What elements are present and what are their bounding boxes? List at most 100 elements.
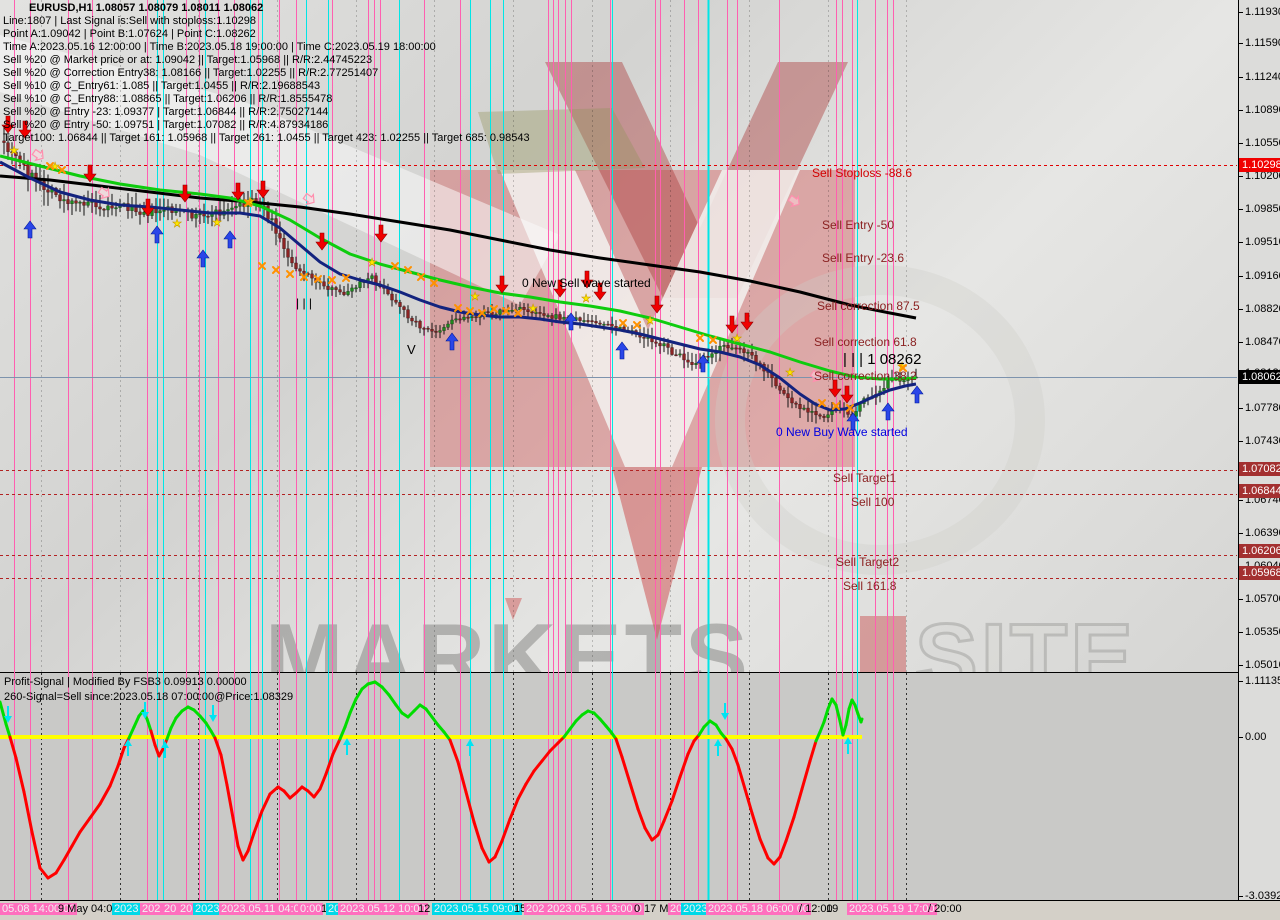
level-label: Sell 100 bbox=[851, 495, 895, 509]
price-axis-label: 1.09850 bbox=[1245, 203, 1280, 215]
chart-info-line: Sell %10 @ C_Entry88: 1.08865 || Target:… bbox=[3, 93, 333, 105]
axis-tick-mark bbox=[1239, 408, 1243, 409]
price-badge-darkred: 1.05968 bbox=[1239, 566, 1280, 580]
chart-annotation: V bbox=[407, 342, 416, 357]
time-axis-label: 20 bbox=[668, 903, 685, 915]
level-label: Sell correction 38.2 bbox=[814, 369, 917, 383]
time-axis-label: 2023.05.11 04:00 bbox=[219, 903, 308, 915]
time-axis-label: 1 bbox=[321, 903, 328, 915]
time-axis-label: 2023.05.15 09:00 bbox=[432, 903, 522, 915]
level-label: Sell Entry -23.6 bbox=[822, 251, 905, 265]
chart-info-line: Sell %20 @ Correction Entry38: 1.08166 |… bbox=[3, 67, 379, 79]
axis-tick-mark bbox=[1239, 665, 1243, 666]
level-label: Sell Target1 bbox=[833, 471, 897, 485]
level-label: Sell Stoploss -88.6 bbox=[812, 166, 913, 180]
price-axis[interactable]: 1.11930 1.11590 1.11240 1.10890 1.10550 1.102… bbox=[1238, 0, 1280, 902]
axis-tick-mark bbox=[1239, 209, 1243, 210]
price-axis-label: 1.09160 bbox=[1245, 270, 1280, 282]
axis-tick-mark bbox=[1239, 12, 1243, 13]
chart-annotation: | | | 1 08262 bbox=[843, 351, 922, 368]
price-badge-darkred: 1.06206 bbox=[1239, 544, 1280, 558]
chart-info-line: Sell %20 @ Market price or at: 1.09042 |… bbox=[3, 54, 373, 66]
axis-tick-mark bbox=[1239, 599, 1243, 600]
price-axis-label: 1.05010 bbox=[1245, 659, 1280, 671]
axis-tick-mark bbox=[1239, 309, 1243, 310]
axis-tick-mark bbox=[1239, 896, 1243, 897]
axis-tick-mark bbox=[1239, 533, 1243, 534]
time-axis-label: 20 bbox=[178, 903, 195, 915]
price-axis-label: 1.10890 bbox=[1245, 104, 1280, 116]
time-axis-label: 2023 bbox=[681, 903, 710, 915]
time-axis-label: / 20:00 bbox=[928, 903, 962, 915]
axis-tick-mark bbox=[1239, 737, 1243, 738]
price-axis-label: 1.10200 bbox=[1245, 170, 1280, 182]
watermark-text-primary: MARKETS bbox=[265, 604, 751, 673]
price-axis-label: 1.08820 bbox=[1245, 303, 1280, 315]
time-axis-label: 2023 bbox=[193, 903, 222, 915]
axis-tick-mark bbox=[1239, 77, 1243, 78]
watermark-text-secondary: SITE bbox=[914, 604, 1136, 672]
chart-annotation: | | | bbox=[296, 296, 313, 310]
indicator-signal-line: 260-Signal=Sell since:2023.05.18 07:00:0… bbox=[4, 691, 294, 703]
axis-tick-mark bbox=[1239, 441, 1243, 442]
price-badge-darkred: 1.07082 bbox=[1239, 462, 1280, 476]
level-label: Sell Target2 bbox=[836, 555, 900, 569]
axis-tick-mark bbox=[1239, 681, 1243, 682]
price-axis-label: 1.11135 bbox=[1245, 675, 1280, 687]
price-axis-label: 1.09510 bbox=[1245, 236, 1280, 248]
indicator-subwindow-canvas[interactable] bbox=[0, 672, 1238, 901]
price-axis-label: 1.11590 bbox=[1245, 37, 1280, 49]
time-axis-label: 2023.05.12 10:00 bbox=[338, 903, 428, 915]
chart-info-line: Sell %20 @ Entry -23: 1.09377 | Target:1… bbox=[3, 106, 329, 118]
level-label: Sell correction 87.5 bbox=[817, 299, 920, 313]
chart-annotation: 0 New Buy Wave started bbox=[776, 425, 908, 439]
chart-info-line: Sell %20 @ Entry -50: 1.09751 | Target:1… bbox=[3, 119, 329, 131]
time-axis-label: 2023.05.19 17:00 bbox=[847, 903, 937, 915]
time-axis-label: 15 bbox=[514, 903, 527, 915]
price-axis-label: 0.00 bbox=[1245, 731, 1267, 743]
time-axis-label: 12 bbox=[418, 903, 431, 915]
time-axis-label: 9 May 04:0 bbox=[58, 903, 113, 915]
axis-tick-mark bbox=[1239, 110, 1243, 111]
axis-tick-mark bbox=[1239, 43, 1243, 44]
time-axis-label: 2023.05.16 13:00 0 bbox=[545, 903, 644, 915]
indicator-name-line: Profit-Signal | Modified By FSB3 0.09913… bbox=[4, 676, 247, 688]
axis-tick-mark bbox=[1239, 342, 1243, 343]
time-axis-label: 19 bbox=[826, 903, 839, 915]
time-axis-label: 202 bbox=[524, 903, 547, 915]
time-axis-label: 0:00 bbox=[298, 903, 324, 915]
chart-info-line: EURUSD,H1 1.08057 1.08079 1.08011 1.0806… bbox=[29, 2, 264, 14]
chart-info-line: Sell %10 @ C_Entry61: 1.085 || Target:1.… bbox=[3, 80, 321, 92]
price-badge-darkred: 1.06844 bbox=[1239, 484, 1280, 498]
price-badge-black: 1.08062 bbox=[1239, 370, 1280, 384]
chart-info-line: Line:1807 | Last Signal is:Sell with sto… bbox=[3, 15, 256, 27]
time-axis-label: 2023 bbox=[112, 903, 141, 915]
watermark-logo-block bbox=[860, 616, 906, 672]
price-axis-label: 1.11930 bbox=[1245, 6, 1280, 18]
price-badge-red: 1.10298 bbox=[1239, 158, 1280, 172]
price-axis-label: 1.11240 bbox=[1245, 71, 1280, 83]
axis-tick-mark bbox=[1239, 176, 1243, 177]
price-axis-label: 1.07780 bbox=[1245, 402, 1280, 414]
time-axis-label: / 12:00 bbox=[799, 903, 833, 915]
axis-tick-mark bbox=[1239, 242, 1243, 243]
time-axis-label: 202 bbox=[140, 903, 163, 915]
price-axis-label: 1.05350 bbox=[1245, 626, 1280, 638]
axis-tick-mark bbox=[1239, 632, 1243, 633]
time-axis-label: 0 bbox=[634, 903, 641, 915]
chart-annotation: 0 New Sell wave started bbox=[522, 276, 651, 290]
level-label: Sell Entry -50 bbox=[822, 218, 895, 232]
axis-tick-mark bbox=[1239, 276, 1243, 277]
time-axis-label: 05.08 14:00 00 bbox=[0, 903, 78, 915]
level-label: Sell correction 61.8 bbox=[814, 335, 917, 349]
axis-tick-mark bbox=[1239, 143, 1243, 144]
time-axis-label: 20 bbox=[162, 903, 179, 915]
time-axis[interactable]: 05.08 14:00 00 9 May 04:0 2023 202 20 20 2023 2… bbox=[0, 900, 1280, 920]
chart-info-line: Point A:1.09042 | Point B:1.07624 | Poin… bbox=[3, 28, 256, 40]
chart-info-line: Time A:2023.05.16 12:00:00 | Time B:2023… bbox=[3, 41, 436, 53]
price-axis-label: 1.06390 bbox=[1245, 527, 1280, 539]
price-axis-label: 1.08470 bbox=[1245, 336, 1280, 348]
price-axis-label: 1.10550 bbox=[1245, 137, 1280, 149]
